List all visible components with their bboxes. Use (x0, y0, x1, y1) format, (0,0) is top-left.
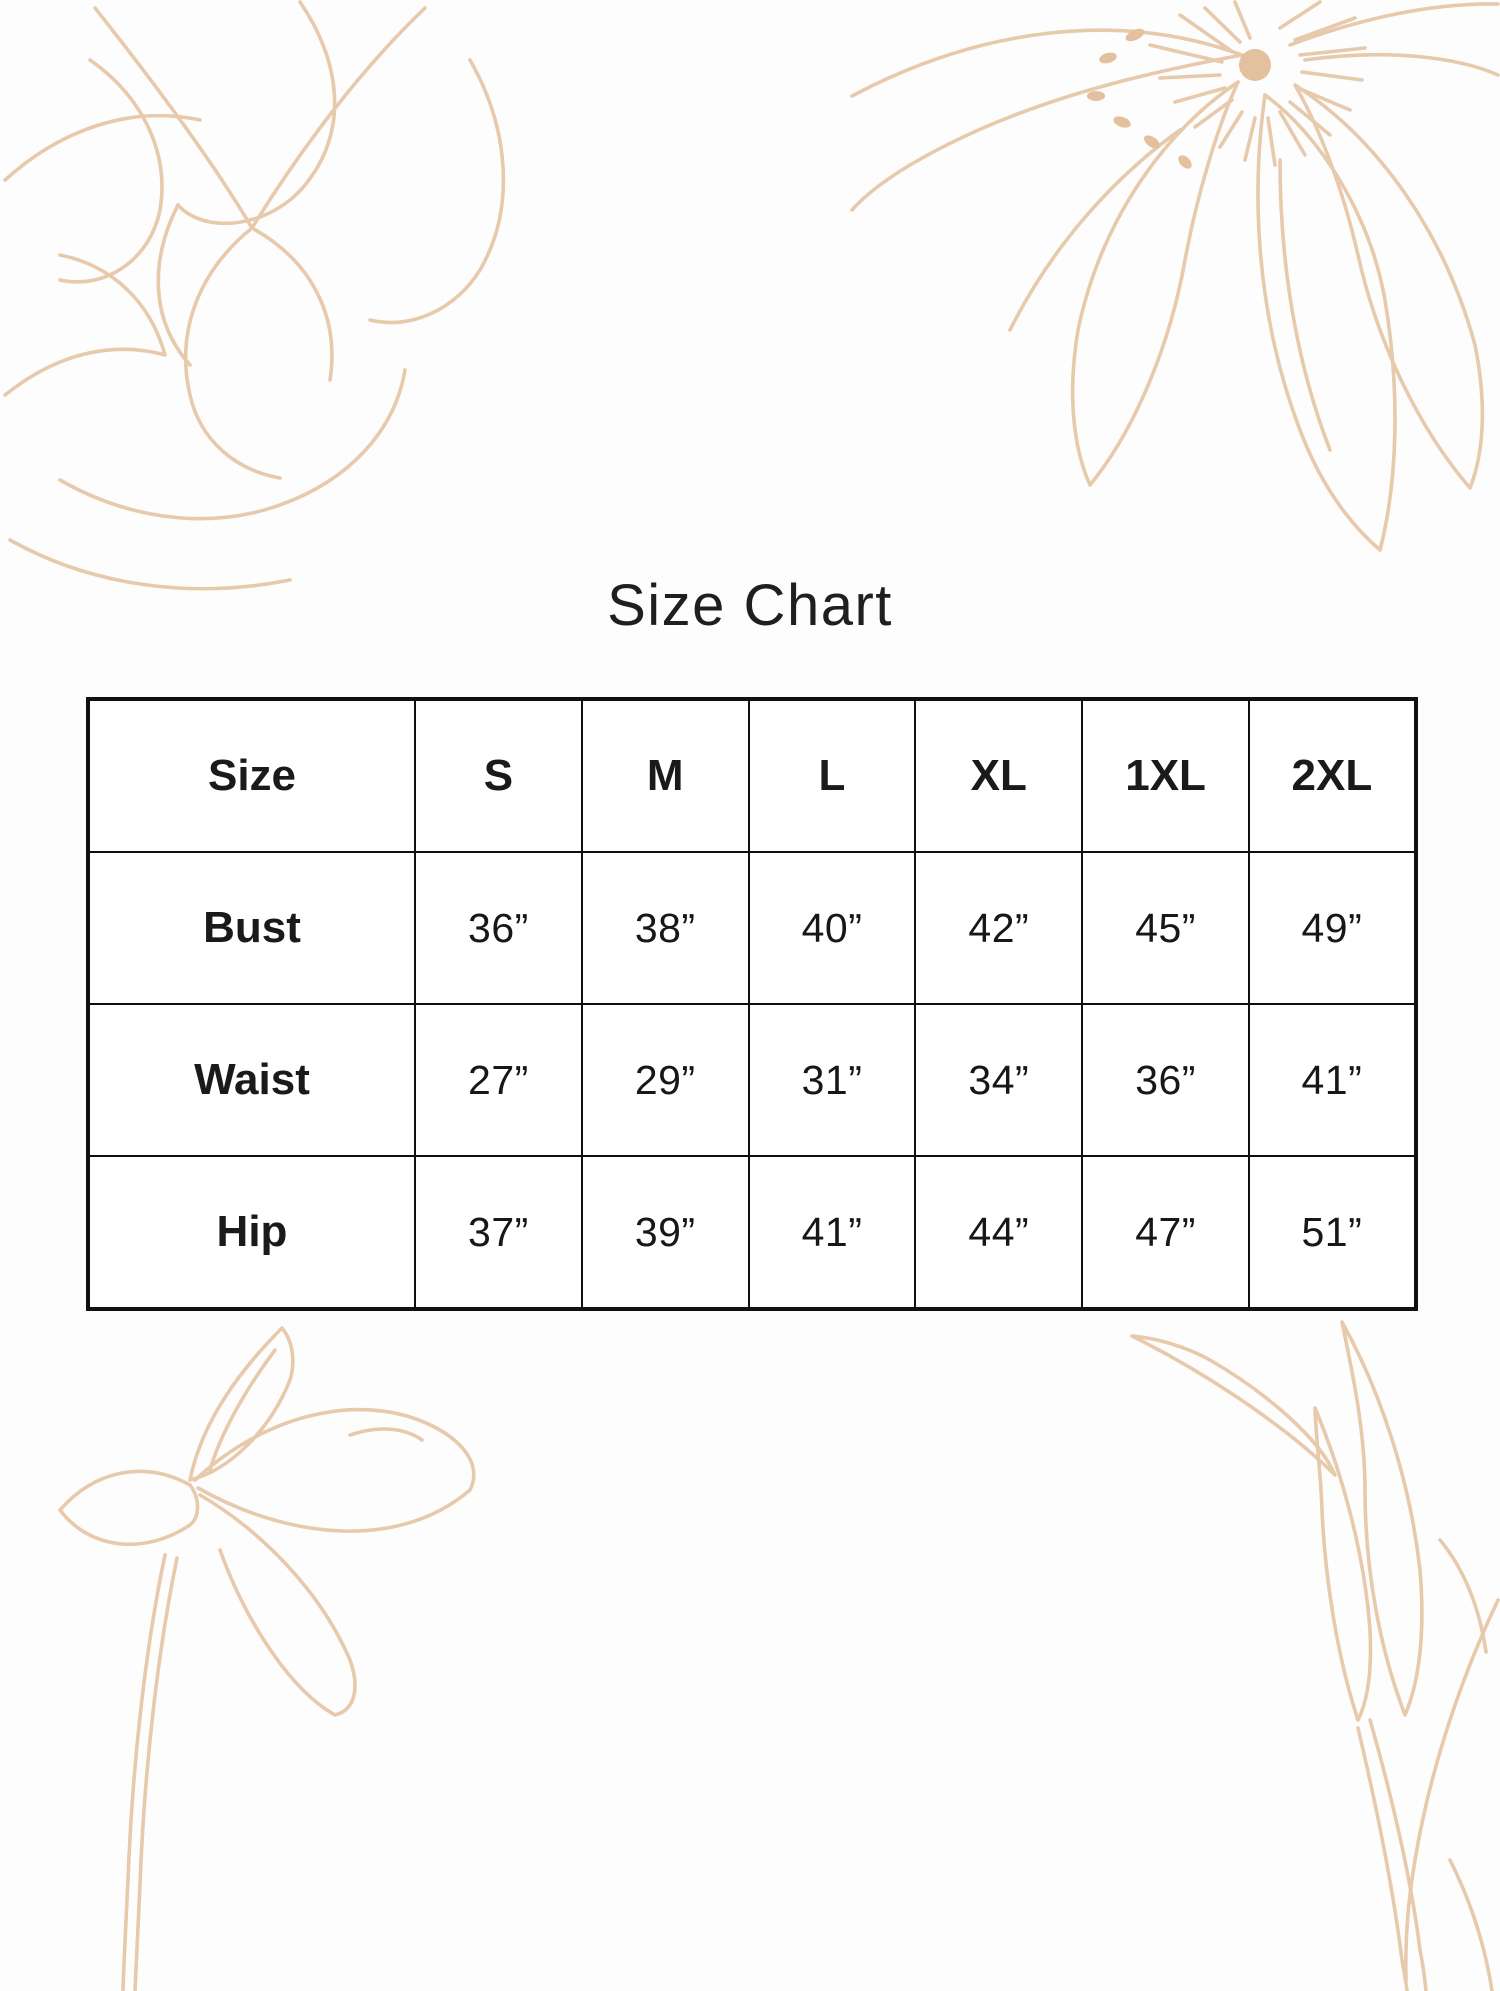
measurement-cell: 44” (914, 1155, 1084, 1310)
row-label-waist: Waist (87, 1003, 416, 1157)
measurement-cell: 27” (414, 1003, 583, 1157)
measurement-cell: 31” (747, 1003, 917, 1157)
measurement-cell: 41” (747, 1155, 917, 1310)
measurement-cell: 42” (914, 851, 1084, 1005)
measurement-cell: 36” (1081, 1003, 1250, 1157)
measurement-cell: 37” (414, 1155, 583, 1310)
measurement-cell: 41” (1247, 1003, 1417, 1157)
size-chart-table: Size S M L XL 1XL 2XL Bust 36” 38” 40” 4… (86, 697, 1418, 1311)
measurement-cell: 47” (1081, 1155, 1250, 1310)
flower-top-left-illustration (3, 0, 506, 591)
measurement-cell: 38” (580, 851, 750, 1005)
header-cell-size: Size (87, 698, 416, 853)
measurement-cell: 34” (914, 1003, 1084, 1157)
measurement-cell: 36” (414, 851, 583, 1005)
flower-bottom-left-illustration (58, 1326, 476, 1991)
measurement-cell: 29” (580, 1003, 750, 1157)
header-cell-2xl: 2XL (1247, 698, 1417, 853)
measurement-cell: 51” (1247, 1155, 1417, 1310)
table-row-bust: Bust 36” 38” 40” 42” 45” 49” (87, 851, 1417, 1005)
header-cell-s: S (414, 698, 583, 853)
header-cell-xl: XL (914, 698, 1084, 853)
row-label-hip: Hip (87, 1155, 416, 1310)
measurement-cell: 45” (1081, 851, 1250, 1005)
header-cell-l: L (747, 698, 917, 853)
header-row: Size S M L XL 1XL 2XL (87, 698, 1417, 853)
header-cell-m: M (580, 698, 750, 853)
table-row-waist: Waist 27” 29” 31” 34” 36” 41” (87, 1003, 1417, 1157)
leaves-bottom-right-illustration (1130, 1320, 1500, 1991)
table-row-hip: Hip 37” 39” 41” 44” 47” 51” (87, 1155, 1417, 1310)
page-title: Size Chart (607, 573, 893, 638)
row-label-bust: Bust (87, 851, 416, 1005)
header-cell-1xl: 1XL (1081, 698, 1250, 853)
measurement-cell: 40” (747, 851, 917, 1005)
measurement-cell: 39” (580, 1155, 750, 1310)
flower-top-right-illustration (850, 0, 1500, 552)
measurement-cell: 49” (1247, 851, 1417, 1005)
